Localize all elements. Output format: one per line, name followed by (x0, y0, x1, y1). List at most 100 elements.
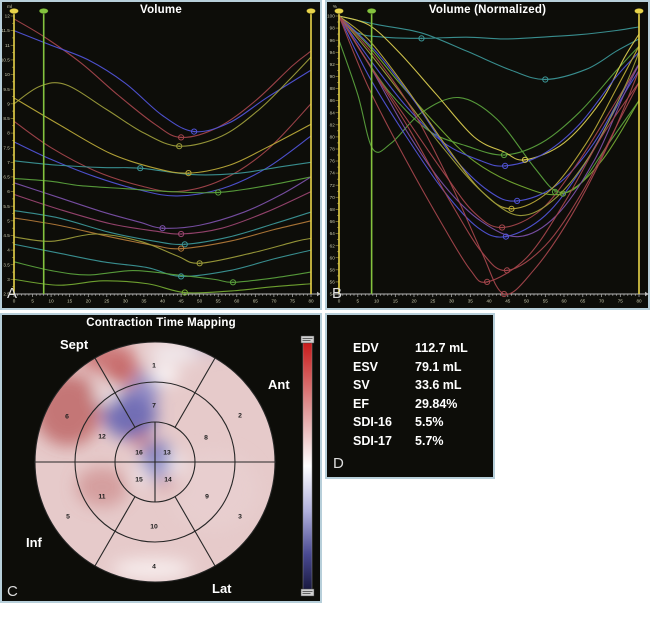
curve-min-marker (178, 134, 185, 141)
time-cursor-handle[interactable] (334, 7, 344, 15)
svg-text:25: 25 (430, 299, 436, 304)
metric-value: 112.7 mL (415, 341, 468, 355)
curve-min-dot (562, 192, 564, 195)
time-cursor-handle[interactable] (38, 7, 49, 15)
curve-min-marker (500, 290, 508, 298)
svg-text:70: 70 (599, 299, 605, 304)
svg-text:8.5: 8.5 (3, 116, 10, 121)
svg-text:72: 72 (330, 183, 336, 188)
svg-text:10: 10 (374, 299, 380, 304)
metric-value: 5.5% (415, 415, 444, 429)
heat-blob (190, 342, 230, 354)
svg-text:0: 0 (13, 299, 16, 304)
svg-text:9.5: 9.5 (3, 87, 10, 92)
region-label-inferior: Inf (26, 535, 42, 550)
segment-number: 12 (98, 433, 106, 440)
curve-min-marker (499, 224, 506, 231)
segment-volume-curve (13, 176, 312, 229)
curve-min-dot (184, 243, 186, 246)
heat-blob (76, 467, 128, 507)
region-label-lateral: Lat (212, 581, 232, 596)
svg-text:9: 9 (7, 101, 10, 106)
axes: 2.5 3 3.5 4 4.5 5 5.5 6 6.5 7 7.5 8 8.5 9 9.5 10 10.5 11 1… (2, 4, 320, 304)
metric-value: 29.84% (415, 396, 458, 411)
segment-volume-curve (13, 97, 312, 174)
segment-number: 6 (65, 413, 69, 420)
curve-min-marker (542, 76, 549, 83)
curve-min-dot (187, 172, 190, 174)
segment-number: 14 (164, 476, 172, 483)
bullseye-grid (34, 341, 276, 583)
svg-text:3.5: 3.5 (3, 262, 10, 267)
x-axis-arrow (645, 291, 648, 297)
segment-volume-curve (13, 135, 312, 197)
time-cursor-handle[interactable] (9, 7, 19, 15)
segment-number: 11 (98, 493, 105, 500)
curve-min-marker (176, 143, 183, 150)
metric-row: EF 29.84% (353, 395, 468, 414)
curve-min-dot (544, 78, 547, 81)
svg-text:20: 20 (86, 299, 92, 304)
svg-text:11.5: 11.5 (2, 28, 10, 33)
segment-number: 13 (163, 449, 171, 456)
metric-label: SV (353, 378, 370, 392)
svg-text:65: 65 (580, 299, 586, 304)
svg-text:7: 7 (7, 160, 10, 165)
curve-min-marker (484, 278, 491, 285)
curve-min-dot (510, 208, 513, 210)
svg-text:25: 25 (104, 299, 110, 304)
svg-text:30: 30 (123, 299, 129, 304)
region-label-anterior: Ant (268, 377, 290, 392)
heat-blob (112, 559, 192, 579)
segment-volume-curve (338, 15, 640, 295)
svg-text:50: 50 (197, 299, 203, 304)
curve-min-marker (502, 233, 509, 240)
segment-volume-curve (13, 261, 312, 283)
curve-min-marker (137, 165, 144, 172)
curve-min-dot (503, 154, 505, 156)
svg-text:80: 80 (636, 299, 642, 304)
svg-text:55: 55 (216, 299, 222, 304)
curve-min-marker (503, 267, 511, 274)
segment-volume-curve (338, 15, 640, 271)
curve-min-marker (502, 162, 509, 169)
metric-row: SDI-16 5.5% (353, 413, 468, 432)
heat-blob (95, 386, 119, 404)
colorbar-max-badge (300, 335, 315, 344)
curve-min-marker (196, 260, 203, 267)
svg-text:6: 6 (7, 189, 10, 194)
panel-volume-normalized-chart: Volume (Normalized) 54 56 58 60 62 64 66 68 70 72… (325, 0, 650, 310)
panel-contraction-time-mapping: Contraction Time Mapping 1 2 3 4 5 6 7 8 9 10 11 12… (0, 313, 322, 603)
curve-min-dot (505, 235, 507, 238)
svg-text:3: 3 (7, 277, 10, 282)
time-cursor-handle[interactable] (305, 7, 316, 15)
curve-min-marker (178, 230, 185, 238)
segment-number: 5 (66, 513, 70, 520)
svg-text:78: 78 (330, 147, 336, 152)
time-cursor-handle[interactable] (366, 7, 377, 15)
svg-text:68: 68 (330, 207, 336, 212)
metric-row: ESV 79.1 mL (353, 358, 468, 377)
curve-min-dot (501, 226, 503, 229)
svg-text:75: 75 (290, 299, 296, 304)
svg-text:10: 10 (5, 72, 11, 77)
curve-min-marker (508, 205, 515, 212)
metric-value: 79.1 mL (415, 359, 462, 374)
time-cursor-handle[interactable] (633, 7, 644, 15)
curve-min-dot (232, 281, 234, 284)
colorbar-min-badge (300, 588, 315, 597)
svg-text:88: 88 (330, 86, 336, 91)
y-axis-unit: % (333, 4, 338, 10)
svg-text:60: 60 (561, 299, 567, 304)
curve-min-dot (486, 281, 488, 283)
svg-text:5.5: 5.5 (3, 204, 10, 209)
metric-label: EF (353, 396, 369, 411)
svg-text:40: 40 (486, 299, 492, 304)
curve-min-dot (161, 227, 164, 229)
svg-text:74: 74 (330, 171, 336, 176)
svg-text:4: 4 (7, 248, 10, 253)
segment-curves (338, 15, 640, 295)
segment-curves (13, 18, 312, 294)
